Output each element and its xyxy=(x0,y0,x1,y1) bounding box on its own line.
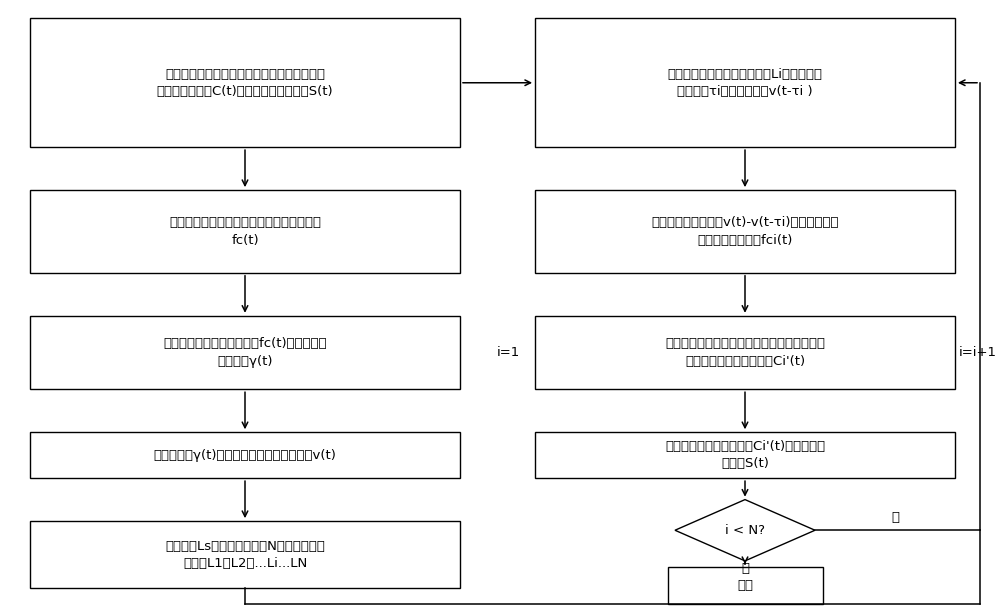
Text: 根据辅助干涉仪信号的过零点求出拍频频率
fc(t): 根据辅助干涉仪信号的过零点求出拍频频率 fc(t) xyxy=(169,216,321,246)
Text: 将长度为Ls的待测光纤分为N段，每段中间
依次为L1，L2，...Li...LN: 将长度为Ls的待测光纤分为N段，每段中间 依次为L1，L2，...Li...LN xyxy=(165,539,325,570)
FancyBboxPatch shape xyxy=(30,521,460,588)
Text: 对扫频速率γ(t)积分恢复出激光器扫频曲线v(t): 对扫频速率γ(t)积分恢复出激光器扫频曲线v(t) xyxy=(154,449,336,462)
Text: 采用新的辅助干涉仪信号Ci'(t)补偿主干涉
仪信号S(t): 采用新的辅助干涉仪信号Ci'(t)补偿主干涉 仪信号S(t) xyxy=(665,440,825,470)
Text: 将两条扫频曲线相减v(t)-v(t-τi)得到和主干涉
仪相等的拍频频率fci(t): 将两条扫频曲线相减v(t)-v(t-τi)得到和主干涉 仪相等的拍频频率fci(… xyxy=(651,216,839,246)
FancyBboxPatch shape xyxy=(535,18,955,147)
FancyBboxPatch shape xyxy=(30,316,460,389)
Text: 是: 是 xyxy=(891,511,899,525)
FancyBboxPatch shape xyxy=(668,567,823,604)
FancyBboxPatch shape xyxy=(535,316,955,389)
Text: 测量在可调谐激光源非线性扫频影响下的辅助
干涉仪拍频信号C(t)和主干涉仪拍频信号S(t): 测量在可调谐激光源非线性扫频影响下的辅助 干涉仪拍频信号C(t)和主干涉仪拍频信… xyxy=(157,67,333,98)
FancyBboxPatch shape xyxy=(535,190,955,273)
Text: i=1: i=1 xyxy=(496,346,520,359)
Text: 提取出辅助干涉仪拍频信号fc(t)中所包含的
扫频速率γ(t): 提取出辅助干涉仪拍频信号fc(t)中所包含的 扫频速率γ(t) xyxy=(163,337,327,368)
Text: 将新求出的拍频频率带入辅助干涉仪表达式，
得到新的辅助干涉仪信号Ci'(t): 将新求出的拍频频率带入辅助干涉仪表达式， 得到新的辅助干涉仪信号Ci'(t) xyxy=(665,337,825,368)
FancyBboxPatch shape xyxy=(30,432,460,478)
FancyBboxPatch shape xyxy=(30,18,460,147)
Text: 结束: 结束 xyxy=(738,579,754,592)
Text: i=i+1: i=i+1 xyxy=(959,346,997,359)
Text: 选取需要补偿的待测光纤位置Li以该位置产
生的时延τi进行平移得到v(t-τi ): 选取需要补偿的待测光纤位置Li以该位置产 生的时延τi进行平移得到v(t-τi … xyxy=(668,67,822,98)
Text: i < N?: i < N? xyxy=(725,524,765,537)
Text: 否: 否 xyxy=(741,562,749,576)
Polygon shape xyxy=(675,500,815,561)
FancyBboxPatch shape xyxy=(30,190,460,273)
FancyBboxPatch shape xyxy=(535,432,955,478)
